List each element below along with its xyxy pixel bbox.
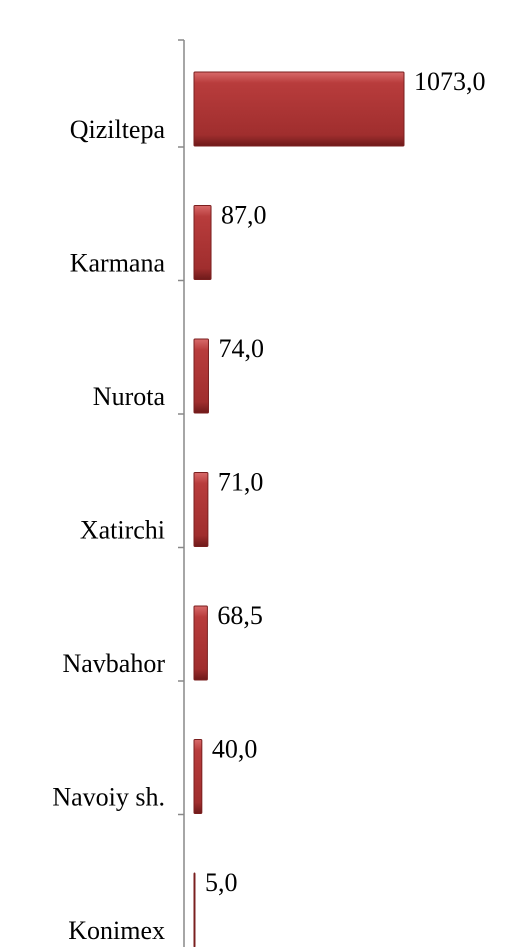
bar [193, 605, 208, 681]
value-label: 1073,0 [414, 67, 486, 96]
bar [193, 739, 203, 814]
category-label: Navbahor [62, 649, 165, 678]
value-label: 40,0 [212, 734, 258, 763]
category-label: Karmana [70, 248, 166, 277]
category-label: Nurota [93, 382, 166, 411]
category-label: Qiziltepa [70, 115, 166, 144]
bar [193, 472, 209, 547]
value-label: 5,0 [205, 868, 238, 897]
value-label: 74,0 [218, 334, 264, 363]
value-label: 68,5 [217, 601, 263, 630]
bar [193, 205, 212, 280]
value-label: 87,0 [221, 200, 267, 229]
category-label: Konimex [68, 916, 165, 945]
category-label: Xatirchi [80, 515, 165, 544]
bar [193, 872, 196, 947]
value-label: 71,0 [218, 467, 264, 496]
bar [193, 71, 405, 147]
bar [193, 338, 209, 414]
category-label: Navoiy sh. [52, 782, 165, 811]
